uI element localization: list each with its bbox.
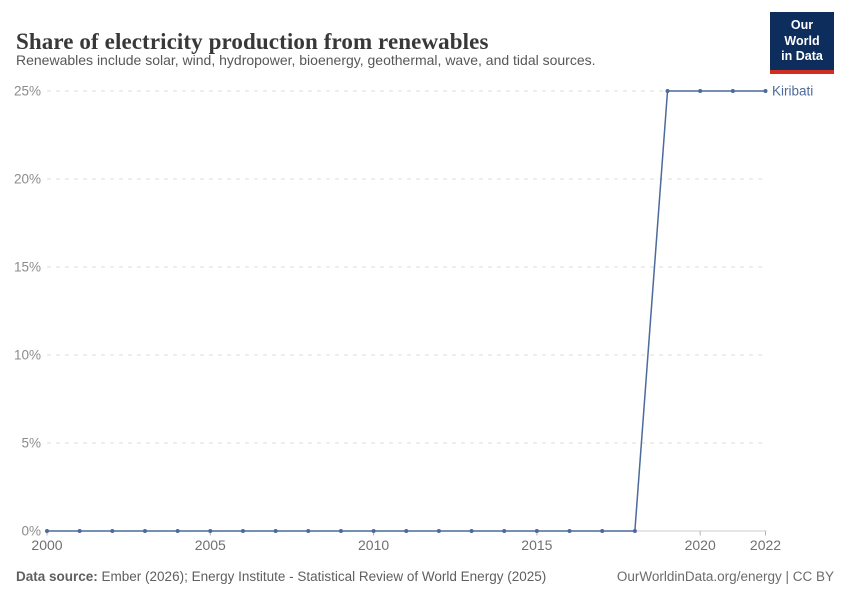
data-point[interactable] <box>534 529 539 533</box>
data-point[interactable] <box>338 529 343 533</box>
owid-logo-box: Our World in Data <box>770 12 834 70</box>
data-point[interactable] <box>110 529 115 533</box>
data-point[interactable] <box>240 529 245 533</box>
data-point[interactable] <box>567 529 572 533</box>
chart-subtitle: Renewables include solar, wind, hydropow… <box>16 52 596 68</box>
data-source-note: Data source: Ember (2026); Energy Instit… <box>16 569 546 584</box>
data-point[interactable] <box>142 529 147 533</box>
chart-footer: Data source: Ember (2026); Energy Instit… <box>16 569 834 584</box>
y-tick-label: 5% <box>21 436 41 451</box>
data-point[interactable] <box>273 529 278 533</box>
data-point[interactable] <box>469 529 474 533</box>
y-tick-label: 25% <box>14 84 41 99</box>
x-tick-label: 2022 <box>750 537 781 553</box>
data-point[interactable] <box>436 529 441 533</box>
data-point[interactable] <box>77 529 82 533</box>
chart-svg: 0% 5% 10% 15% 20% 25% 2000 2005 2010 2015 2020 2022… <box>14 84 813 554</box>
data-point[interactable] <box>502 529 507 533</box>
data-point[interactable] <box>306 529 311 533</box>
data-source-text: Ember (2026); Energy Institute - Statist… <box>97 569 547 584</box>
data-point[interactable] <box>763 89 768 93</box>
data-point[interactable] <box>665 89 670 93</box>
x-tick-label: 2020 <box>685 537 716 553</box>
data-point[interactable] <box>404 529 409 533</box>
x-tick-label: 2015 <box>521 537 552 553</box>
data-point[interactable] <box>208 529 213 533</box>
data-point[interactable] <box>632 529 637 533</box>
x-tick-label: 2005 <box>195 537 226 553</box>
page-title: Share of electricity production from ren… <box>16 29 489 55</box>
series-label[interactable]: Kiribati <box>772 84 813 99</box>
owid-logo-stripe <box>770 69 834 74</box>
data-point[interactable] <box>600 529 605 533</box>
credit-link[interactable]: OurWorldinData.org/energy | CC BY <box>616 569 834 584</box>
owid-logo[interactable]: Our World in Data <box>770 12 834 74</box>
x-tick-label: 2000 <box>31 537 62 553</box>
series-line <box>47 90 766 532</box>
owid-logo-line2: in Data <box>781 49 823 64</box>
y-tick-label: 20% <box>14 172 41 187</box>
data-source-label: Data source: <box>16 569 98 584</box>
data-point[interactable] <box>371 529 376 533</box>
data-point[interactable] <box>698 89 703 93</box>
data-point[interactable] <box>175 529 180 533</box>
data-point[interactable] <box>45 529 49 533</box>
y-tick-label: 15% <box>14 260 41 275</box>
y-tick-label: 10% <box>14 348 41 363</box>
data-point[interactable] <box>730 89 735 93</box>
owid-logo-line1: Our World <box>784 18 820 48</box>
y-tick-label: 0% <box>21 524 41 539</box>
x-tick-label: 2010 <box>358 537 389 553</box>
